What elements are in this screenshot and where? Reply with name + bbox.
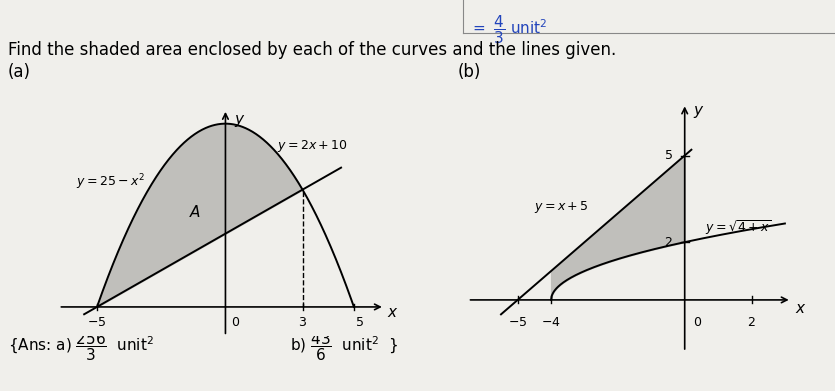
- Text: $0$: $0$: [693, 316, 702, 329]
- Text: b) $\dfrac{43}{6}$  unit$^2$  $\}$: b) $\dfrac{43}{6}$ unit$^2$ $\}$: [290, 330, 398, 363]
- Text: $5$: $5$: [355, 316, 363, 329]
- Text: $A$: $A$: [189, 204, 200, 220]
- Text: $2$: $2$: [665, 236, 673, 249]
- Text: $y = x + 5$: $y = x + 5$: [534, 199, 589, 215]
- Text: $y$: $y$: [693, 104, 705, 120]
- Text: Find the shaded area enclosed by each of the curves and the lines given.: Find the shaded area enclosed by each of…: [8, 41, 616, 59]
- Text: $= \ \dfrac{4}{3}$ unit$^{2}$: $= \ \dfrac{4}{3}$ unit$^{2}$: [470, 13, 548, 46]
- Text: $y = \sqrt{4 + x}$: $y = \sqrt{4 + x}$: [705, 218, 772, 237]
- Text: $y = 2x + 10$: $y = 2x + 10$: [277, 138, 347, 154]
- Text: $y$: $y$: [235, 113, 246, 129]
- Text: $x$: $x$: [387, 305, 399, 320]
- Text: (b): (b): [458, 63, 481, 81]
- Text: $\{$Ans: a) $\dfrac{256}{3}$  unit$^2$: $\{$Ans: a) $\dfrac{256}{3}$ unit$^2$: [8, 330, 154, 363]
- Text: $5$: $5$: [664, 149, 673, 162]
- Text: $2$: $2$: [747, 316, 756, 329]
- Text: $-5$: $-5$: [508, 316, 528, 329]
- Text: (a): (a): [8, 63, 31, 81]
- Text: $-5$: $-5$: [88, 316, 107, 329]
- Text: $0$: $0$: [231, 316, 240, 329]
- Text: $x$: $x$: [795, 301, 807, 316]
- Text: $y = 25 - x^2$: $y = 25 - x^2$: [77, 172, 145, 192]
- Text: $-4$: $-4$: [541, 316, 561, 329]
- Text: $3$: $3$: [298, 316, 307, 329]
